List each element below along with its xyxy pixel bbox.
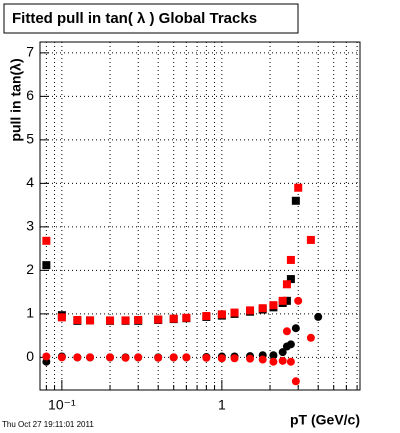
square-marker (182, 313, 191, 322)
circle-marker (182, 353, 191, 362)
square-marker (202, 312, 211, 321)
circle-marker (86, 353, 95, 362)
circle-marker (154, 353, 163, 362)
circle-marker (278, 356, 287, 365)
square-marker (246, 306, 255, 315)
square-marker (121, 316, 130, 325)
x-tick-label: 10⁻¹ (48, 397, 76, 413)
square-marker (286, 255, 295, 264)
title-box (3, 3, 299, 34)
square-marker (278, 296, 287, 305)
x-tick-label: 1 (218, 397, 226, 413)
square-marker (169, 314, 178, 323)
square-marker (286, 275, 295, 284)
circle-marker (230, 354, 239, 363)
plot-frame (39, 41, 361, 391)
circle-marker (294, 296, 303, 305)
y-tick-label: 1 (26, 305, 34, 321)
square-marker (42, 261, 51, 270)
square-marker (258, 304, 267, 313)
circle-marker (106, 353, 115, 362)
circle-marker (286, 340, 295, 349)
square-marker (154, 315, 163, 324)
circle-marker (282, 327, 291, 336)
square-marker (86, 316, 95, 325)
square-marker (42, 236, 51, 245)
square-marker (73, 315, 82, 324)
square-marker (282, 296, 291, 305)
y-tick-label: 6 (26, 87, 34, 103)
square-marker (106, 316, 115, 325)
square-marker (294, 183, 303, 192)
square-marker (306, 235, 315, 244)
square-marker (230, 308, 239, 317)
y-axis-label: pull in tan(λ) (8, 58, 24, 141)
circle-marker (269, 357, 278, 366)
circle-marker (269, 351, 278, 360)
circle-marker (278, 348, 287, 357)
circle-marker (134, 353, 143, 362)
circle-marker (291, 377, 300, 386)
circle-marker (202, 353, 211, 362)
y-tick-label: 3 (26, 218, 34, 234)
circle-marker (42, 352, 51, 361)
circle-marker (217, 354, 226, 363)
y-tick-label: 5 (26, 131, 34, 147)
circle-marker (286, 357, 295, 366)
y-tick-label: 7 (26, 44, 34, 60)
square-marker (291, 196, 300, 205)
square-marker (282, 280, 291, 289)
square-marker (57, 313, 66, 322)
y-tick-label: 0 (26, 348, 34, 364)
square-marker (217, 310, 226, 319)
square-marker (134, 315, 143, 324)
circle-marker (314, 312, 323, 321)
y-tick-label: 4 (26, 174, 34, 190)
circle-marker (258, 355, 267, 364)
circle-marker (291, 324, 300, 333)
circle-marker (121, 353, 130, 362)
footer: Thu Oct 27 19:11:01 2011 (2, 420, 94, 429)
circle-marker (57, 353, 66, 362)
circle-marker (169, 353, 178, 362)
circle-marker (246, 354, 255, 363)
chart-title: Fitted pull in tan( λ ) Global Tracks (12, 10, 257, 27)
circle-marker (73, 353, 82, 362)
square-marker (269, 301, 278, 310)
circle-marker (306, 333, 315, 342)
x-axis-label: pT (GeV/c) (290, 412, 360, 428)
y-tick-label: 2 (26, 261, 34, 277)
